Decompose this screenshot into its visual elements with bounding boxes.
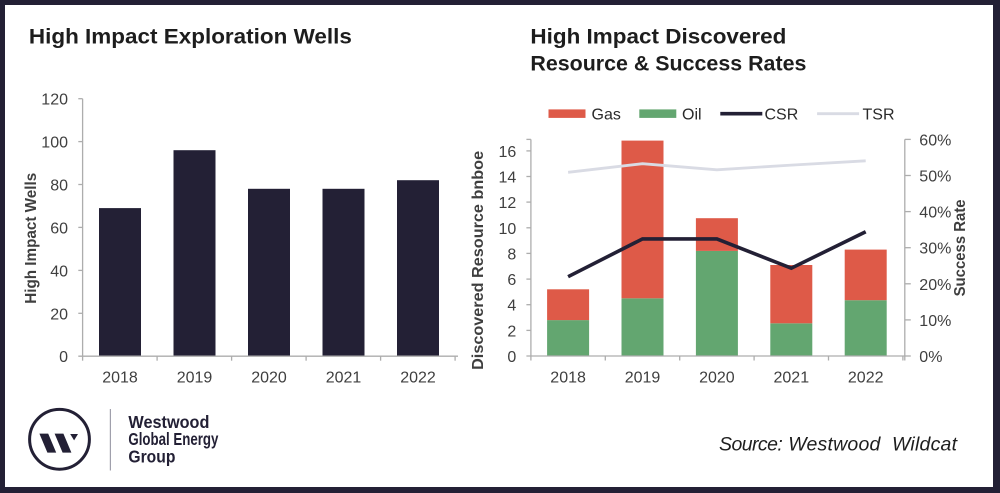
svg-text:10: 10 — [499, 221, 517, 238]
svg-text:2019: 2019 — [177, 369, 213, 386]
svg-text:40%: 40% — [919, 205, 951, 222]
svg-text:60: 60 — [50, 220, 68, 237]
svg-text:Group: Group — [128, 446, 175, 466]
svg-text:0: 0 — [507, 349, 516, 366]
svg-text:2019: 2019 — [625, 369, 661, 386]
svg-text:4: 4 — [507, 298, 516, 315]
svg-text:20%: 20% — [919, 277, 951, 294]
svg-text:0%: 0% — [919, 349, 942, 366]
svg-text:High Impact Discovered: High Impact Discovered — [530, 25, 786, 49]
svg-text:CSR: CSR — [765, 107, 799, 124]
svg-text:20: 20 — [50, 306, 68, 323]
svg-text:Success Rate: Success Rate — [952, 199, 969, 296]
svg-text:2021: 2021 — [774, 369, 810, 386]
svg-text:16: 16 — [499, 144, 517, 161]
svg-text:Oil: Oil — [682, 107, 702, 124]
svg-text:Source:: Source: — [719, 433, 783, 455]
svg-text:Resource & Success Rates: Resource & Success Rates — [530, 52, 806, 76]
svg-text:30%: 30% — [919, 241, 951, 258]
svg-text:60%: 60% — [919, 132, 951, 149]
svg-text:2018: 2018 — [102, 369, 138, 386]
svg-text:Westwood: Westwood — [788, 433, 881, 455]
svg-text:Discovered Resource bnboe: Discovered Resource bnboe — [470, 151, 487, 370]
svg-text:2022: 2022 — [400, 369, 436, 386]
svg-text:2021: 2021 — [326, 369, 362, 386]
svg-text:0: 0 — [59, 349, 68, 366]
svg-text:2: 2 — [507, 323, 516, 340]
svg-text:High Impact Wells: High Impact Wells — [23, 173, 40, 304]
svg-text:80: 80 — [50, 178, 68, 195]
svg-text:Global Energy: Global Energy — [128, 429, 218, 449]
svg-text:2018: 2018 — [550, 369, 586, 386]
svg-text:14: 14 — [499, 170, 517, 187]
svg-text:40: 40 — [50, 263, 68, 280]
svg-text:High Impact Exploration Wells: High Impact Exploration Wells — [29, 25, 352, 49]
svg-text:2022: 2022 — [848, 369, 884, 386]
svg-text:Westwood: Westwood — [128, 412, 209, 432]
svg-text:120: 120 — [41, 92, 68, 109]
svg-text:50%: 50% — [919, 169, 951, 186]
svg-text:Gas: Gas — [592, 107, 621, 124]
svg-text:2020: 2020 — [699, 369, 735, 386]
svg-text:2020: 2020 — [251, 369, 287, 386]
svg-text:12: 12 — [499, 195, 517, 212]
svg-text:10%: 10% — [919, 313, 951, 330]
svg-text:100: 100 — [41, 135, 68, 152]
svg-text:8: 8 — [507, 246, 516, 263]
svg-text:Wildcat: Wildcat — [892, 433, 959, 455]
svg-text:6: 6 — [507, 272, 516, 289]
svg-text:TSR: TSR — [863, 107, 895, 124]
